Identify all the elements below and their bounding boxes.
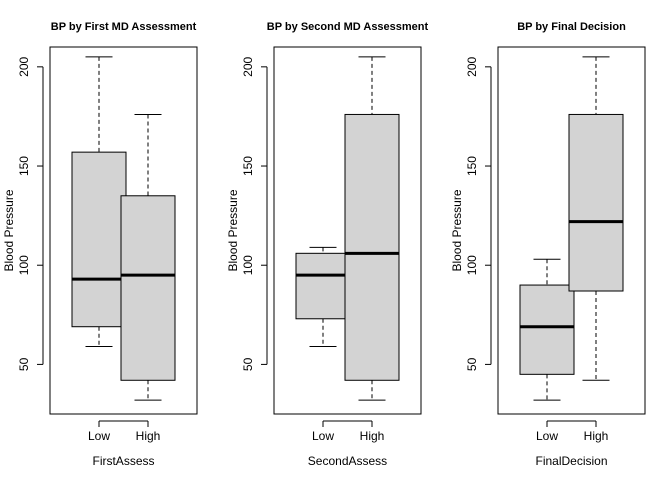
y-tick-label: 200: [241, 57, 255, 77]
y-tick-label: 150: [241, 156, 255, 176]
chart-title: BP by Final Decision: [517, 21, 626, 33]
x-axis-label: FirstAssess: [92, 454, 154, 468]
chart-panel-1: BP by First MD Assessment 50 100 150 200 Bloo…: [2, 21, 198, 468]
y-tick-label: 50: [17, 357, 31, 371]
y-tick-label: 50: [241, 357, 255, 371]
box-high: [568, 56, 624, 381]
iqr-box: [344, 113, 400, 381]
y-axis-label: Blood Pressure: [226, 189, 240, 271]
chart-title: BP by First MD Assessment: [51, 21, 197, 33]
chart-title: BP by Second MD Assessment: [267, 21, 429, 33]
x-axis-label: FinalDecision: [535, 454, 607, 468]
y-tick-label: 100: [17, 255, 31, 275]
y-tick-label: 100: [465, 255, 479, 275]
chart-panel-2: BP by Second MD Assessment 50 100 150 200 Blo…: [226, 21, 429, 468]
box-high: [120, 113, 176, 401]
x-tick-label: High: [360, 429, 385, 443]
y-tick-label: 50: [465, 357, 479, 371]
x-tick-label: Low: [88, 429, 110, 443]
iqr-box: [120, 195, 176, 381]
plot-frame: [273, 46, 422, 415]
x-tick-label: High: [136, 429, 161, 443]
plot-frame: [497, 46, 646, 415]
x-tick-label: Low: [312, 429, 334, 443]
y-tick-label: 100: [241, 255, 255, 275]
iqr-box: [568, 113, 624, 292]
y-axis-label: Blood Pressure: [2, 189, 16, 271]
x-axis-label: SecondAssess: [308, 454, 387, 468]
y-tick-label: 200: [465, 57, 479, 77]
x-tick-label: High: [584, 429, 609, 443]
box-high: [344, 56, 400, 401]
box-low: [295, 246, 351, 348]
chart-panel-3: BP by Final Decision 50 100 150 200 Blood Pre…: [450, 21, 646, 468]
iqr-box: [519, 284, 575, 375]
y-tick-label: 200: [17, 57, 31, 77]
y-tick-label: 150: [17, 156, 31, 176]
y-tick-label: 150: [465, 156, 479, 176]
box-low: [519, 258, 575, 401]
plot-frame: [49, 46, 198, 415]
box-low: [71, 56, 127, 348]
x-tick-label: Low: [536, 429, 558, 443]
y-axis-label: Blood Pressure: [450, 189, 464, 271]
iqr-box: [71, 151, 127, 328]
iqr-box: [295, 252, 351, 320]
